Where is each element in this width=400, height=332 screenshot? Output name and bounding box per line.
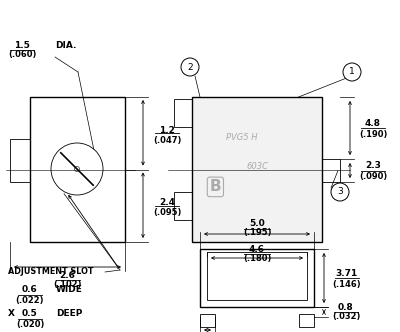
Bar [207,252,307,300]
Text: (.146): (.146) [333,280,361,289]
Text: 4.6: 4.6 [249,244,265,254]
Bar [30,97,125,242]
Text: B: B [210,179,221,195]
Text: 3: 3 [337,188,343,197]
Text: 2.4: 2.4 [159,198,175,207]
Text: (.022): (.022) [16,295,44,304]
Text: 5.0: 5.0 [249,219,265,228]
Text: (.095): (.095) [153,208,181,217]
Text: 0.6: 0.6 [22,286,38,294]
Text: 0.8: 0.8 [338,303,354,312]
Text: DIA.: DIA. [55,41,76,49]
Text: (.060): (.060) [8,49,36,58]
Text: 3.71: 3.71 [336,269,358,278]
Text: ADJUSTMENT SLOT: ADJUSTMENT SLOT [8,268,94,277]
Text: (.090): (.090) [359,172,387,181]
Bar [322,159,340,182]
Text: (.020): (.020) [16,319,44,328]
Circle shape [74,167,80,172]
Text: (.190): (.190) [359,129,387,138]
Text: PVG5 H: PVG5 H [226,133,257,142]
Text: (.102): (.102) [53,281,82,290]
Circle shape [181,58,199,76]
Text: 4.8: 4.8 [365,119,381,127]
Text: (.180): (.180) [243,254,271,263]
Bar [174,99,192,127]
Text: (.195): (.195) [243,228,271,237]
Bar [174,192,192,220]
Text: WIDE: WIDE [56,286,83,294]
Text: 2: 2 [187,62,193,71]
Circle shape [331,183,349,201]
Text: 1: 1 [349,67,355,76]
Circle shape [51,143,103,195]
Text: (.032): (.032) [332,312,360,321]
Bar [10,139,30,182]
Text: 1.5: 1.5 [14,41,30,49]
Text: (.047): (.047) [153,136,181,145]
Bar [200,314,215,327]
Text: 2.6: 2.6 [60,271,76,280]
Circle shape [343,63,361,81]
Text: 1.2: 1.2 [159,126,175,135]
Text: 2.3: 2.3 [365,161,381,170]
Bar [200,249,314,307]
Text: 603C: 603C [246,162,268,171]
Text: X: X [8,309,15,318]
Text: 0.5: 0.5 [22,309,38,318]
Bar [192,97,322,242]
Text: DEEP: DEEP [56,309,82,318]
Bar [299,314,314,327]
